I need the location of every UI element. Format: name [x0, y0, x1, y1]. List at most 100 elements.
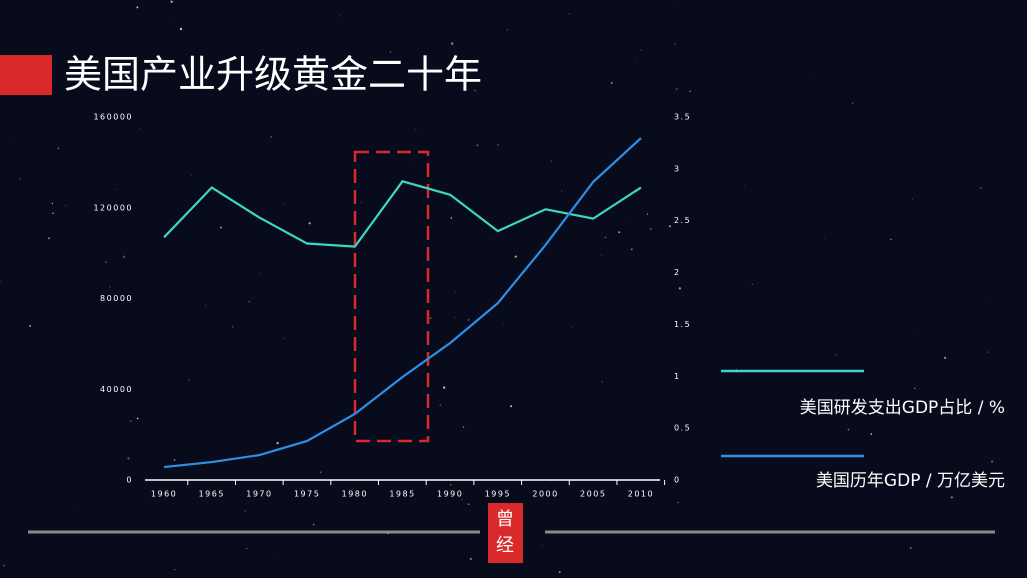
star	[18, 178, 21, 180]
star	[450, 217, 453, 219]
star	[179, 27, 183, 31]
y2-tick-label: 1.5	[674, 320, 691, 329]
star	[510, 405, 513, 408]
star	[675, 88, 678, 90]
star	[360, 201, 362, 203]
x-tick-label: 1970	[246, 490, 272, 499]
star	[635, 57, 637, 58]
star	[52, 212, 54, 215]
star	[987, 351, 989, 353]
highlight-box	[353, 150, 430, 443]
star	[631, 248, 633, 251]
star	[276, 442, 279, 445]
stars	[0, 0, 994, 578]
star	[558, 571, 561, 574]
x-tick-label: 2000	[532, 490, 558, 499]
star	[2, 564, 5, 567]
y-tick-label: 0	[126, 476, 133, 485]
x-tick-label: 1990	[437, 490, 463, 499]
star	[910, 547, 912, 549]
star	[506, 29, 508, 31]
star	[339, 15, 340, 17]
star	[461, 498, 463, 501]
star	[671, 4, 673, 5]
star	[51, 202, 53, 204]
star	[751, 283, 753, 285]
star	[626, 221, 628, 223]
star	[852, 102, 854, 104]
star	[48, 237, 50, 240]
star	[172, 21, 174, 22]
star	[678, 287, 681, 290]
star	[914, 387, 916, 390]
star	[260, 273, 261, 275]
star	[129, 419, 132, 423]
star	[541, 243, 543, 245]
star	[109, 286, 111, 288]
star	[450, 42, 454, 45]
logo	[488, 503, 523, 563]
logo-text: 经	[496, 535, 514, 556]
star	[442, 386, 446, 389]
star	[571, 327, 572, 329]
star	[835, 354, 838, 356]
star	[917, 328, 919, 329]
star	[65, 205, 67, 207]
star	[870, 433, 873, 435]
x-tick-label: 1980	[342, 490, 368, 499]
star	[302, 576, 303, 578]
star	[320, 471, 322, 473]
star	[191, 175, 192, 177]
star	[541, 544, 543, 546]
star	[689, 90, 691, 93]
star	[127, 457, 130, 460]
star	[735, 368, 737, 370]
star	[389, 51, 392, 54]
star	[312, 523, 315, 526]
star	[439, 404, 442, 407]
star	[640, 49, 642, 51]
star	[890, 238, 892, 241]
star	[474, 89, 476, 92]
star	[408, 163, 409, 165]
star	[270, 135, 273, 138]
star	[990, 460, 994, 463]
star	[847, 428, 850, 431]
star	[13, 141, 15, 143]
y-tick-label: 120000	[93, 203, 133, 212]
star	[800, 400, 802, 402]
star	[282, 203, 285, 205]
star	[649, 228, 652, 231]
y2-tick-label: 0	[674, 476, 681, 485]
y2-tick-label: 2	[674, 268, 681, 277]
star	[78, 508, 80, 510]
star	[204, 304, 207, 306]
y-tick-label: 160000	[93, 113, 133, 122]
star	[674, 43, 676, 46]
star	[246, 547, 248, 549]
star	[454, 317, 456, 318]
star	[283, 337, 285, 339]
star	[83, 82, 85, 84]
x-tick-label: 1965	[199, 490, 225, 499]
star	[601, 254, 602, 256]
star	[823, 237, 825, 239]
star	[618, 231, 621, 234]
star	[248, 300, 251, 303]
star	[273, 552, 275, 554]
star	[220, 226, 222, 229]
logo-text: 曾	[496, 509, 514, 530]
star	[244, 510, 246, 512]
star	[0, 280, 1, 283]
star	[911, 198, 913, 200]
star	[568, 13, 571, 15]
x-tick-label: 1995	[485, 490, 511, 499]
star	[950, 496, 953, 499]
star	[497, 144, 499, 146]
y2-tick-label: 1	[674, 372, 681, 381]
star	[604, 236, 606, 239]
star	[115, 189, 117, 191]
star	[610, 81, 613, 84]
